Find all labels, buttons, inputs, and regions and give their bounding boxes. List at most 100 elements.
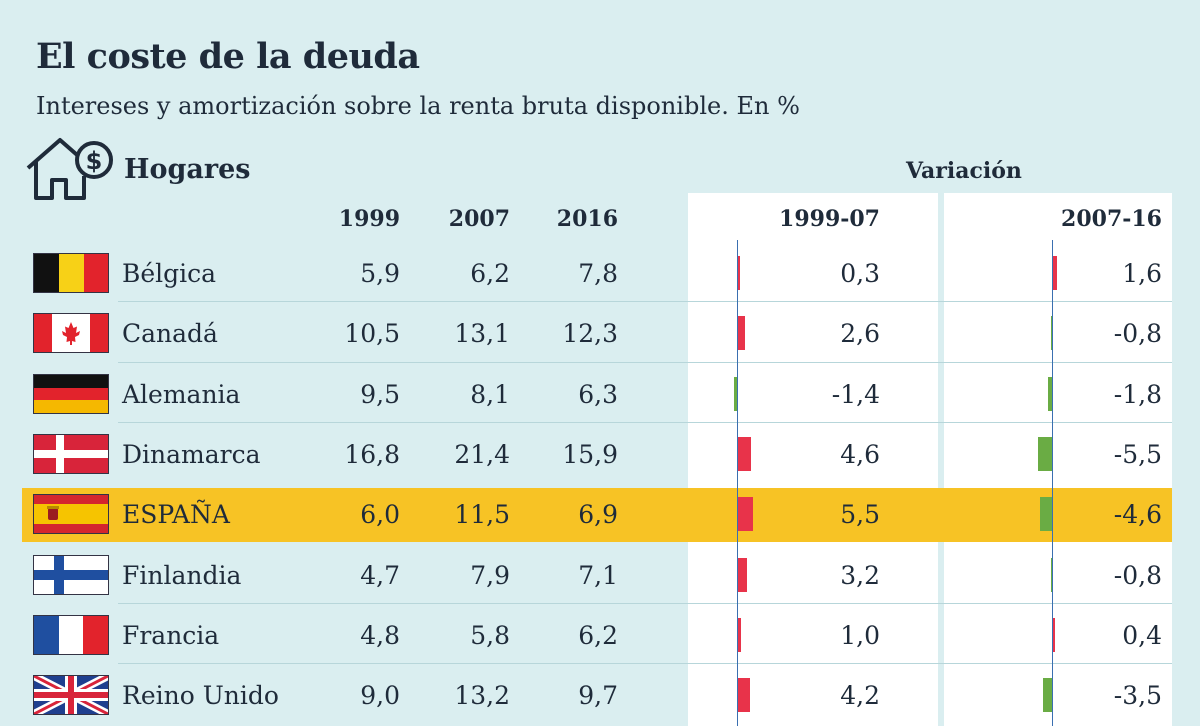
- col-header-2016: 2016: [556, 206, 618, 232]
- variation-label-2007-16: -0,8: [1113, 319, 1162, 349]
- variation-label-2007-16: -5,5: [1113, 439, 1162, 469]
- value-2016: 6,2: [578, 620, 618, 650]
- table-row: Dinamarca 16,8 21,4 15,9 4,6 -5,5: [0, 422, 1200, 482]
- value-2016: 12,3: [562, 319, 618, 349]
- uk-flag: [34, 676, 108, 715]
- value-2016: 15,9: [562, 439, 618, 469]
- variation-label: Variación: [906, 158, 1022, 184]
- svg-text:$: $: [86, 147, 103, 175]
- canada-flag: [34, 314, 108, 353]
- variation-bar-2007-16: [1050, 557, 1053, 592]
- germany-flag: [34, 374, 108, 413]
- table-row: Bélgica 5,9 6,2 7,8 0,3 1,6: [0, 241, 1200, 301]
- chart-subtitle: Intereses y amortización sobre la renta …: [36, 92, 800, 120]
- variation-label-2007-16: -1,8: [1113, 379, 1162, 409]
- axis-line-1999-07: [737, 240, 738, 726]
- value-1999: 4,8: [360, 620, 400, 650]
- variation-bar-2007-16: [1053, 617, 1055, 652]
- variation-bar-1999-07: [734, 376, 738, 411]
- value-1999: 9,5: [360, 379, 400, 409]
- value-2016: 9,7: [578, 681, 618, 711]
- variation-bar-2007-16: [1043, 678, 1053, 713]
- value-1999: 5,9: [360, 259, 400, 288]
- highlight-row-band: [22, 488, 1172, 542]
- value-2007: 6,2: [470, 259, 510, 288]
- country-name: ESPAÑA: [122, 500, 230, 530]
- value-2007: 13,2: [454, 681, 510, 711]
- variation-bar-1999-07: [738, 256, 740, 290]
- variation-bar-2007-16: [1037, 436, 1053, 471]
- variation-panel-2007-16: [944, 193, 1172, 726]
- belgium-flag: [34, 254, 108, 292]
- spain-flag: [34, 495, 108, 534]
- col-header-2007: 2007: [448, 206, 510, 232]
- variation-panel-1999-07: [688, 193, 938, 726]
- value-2016: 6,3: [578, 379, 618, 409]
- table-row: Finlandia 4,7 7,9 7,1 3,2 -0,8: [0, 543, 1200, 603]
- value-2016: 7,8: [578, 259, 618, 288]
- value-1999: 6,0: [360, 500, 400, 530]
- table-row: ESPAÑA 6,0 11,5 6,9 5,5 -4,6: [0, 482, 1200, 542]
- table-row: Reino Unido 9,0 13,2 9,7 4,2 -3,5: [0, 663, 1200, 723]
- value-1999: 16,8: [344, 439, 400, 469]
- variation-bar-2007-16: [1040, 497, 1053, 532]
- value-2007: 21,4: [454, 439, 510, 469]
- france-flag: [34, 615, 108, 654]
- denmark-flag: [34, 434, 108, 473]
- col-header-1999-07: 1999-07: [779, 206, 880, 232]
- col-header-1999: 1999: [338, 206, 400, 232]
- value-2007: 5,8: [470, 620, 510, 650]
- variation-bar-1999-07: [738, 316, 746, 351]
- variation-label-1999-07: 4,2: [840, 681, 880, 711]
- variation-bar-1999-07: [738, 557, 747, 592]
- country-name: Dinamarca: [122, 439, 261, 469]
- row-divider: [118, 663, 1172, 665]
- value-1999: 10,5: [344, 319, 400, 349]
- variation-label-1999-07: 1,0: [840, 620, 880, 650]
- value-2016: 7,1: [578, 560, 618, 590]
- value-1999: 4,7: [360, 560, 400, 590]
- finland-flag: [34, 555, 108, 594]
- variation-label-1999-07: -1,4: [831, 379, 880, 409]
- table-row: Alemania 9,5 8,1 6,3 -1,4 -1,8: [0, 362, 1200, 422]
- country-name: Francia: [122, 620, 220, 650]
- variation-label-1999-07: 5,5: [840, 500, 880, 530]
- country-name: Canadá: [122, 319, 218, 349]
- col-header-2007-16: 2007-16: [1061, 206, 1162, 232]
- country-name: Bélgica: [122, 259, 217, 288]
- variation-label-2007-16: 1,6: [1122, 259, 1162, 288]
- variation-label-2007-16: -4,6: [1113, 500, 1162, 530]
- value-2007: 13,1: [454, 319, 510, 349]
- row-divider: [118, 301, 1172, 303]
- variation-bar-2007-16: [1048, 376, 1053, 411]
- variation-bar-1999-07: [738, 678, 750, 713]
- row-divider: [118, 361, 1172, 363]
- value-2007: 7,9: [470, 560, 510, 590]
- country-name: Alemania: [122, 379, 241, 409]
- value-2007: 8,1: [470, 379, 510, 409]
- variation-bar-2007-16: [1053, 256, 1058, 290]
- country-name: Reino Unido: [122, 681, 279, 711]
- chart-title: El coste de la deuda: [36, 36, 420, 77]
- variation-label-1999-07: 3,2: [840, 560, 880, 590]
- value-1999: 9,0: [360, 681, 400, 711]
- variation-label-1999-07: 2,6: [840, 319, 880, 349]
- variation-label-2007-16: -0,8: [1113, 560, 1162, 590]
- variation-label-2007-16: 0,4: [1122, 620, 1162, 650]
- value-2016: 6,9: [578, 500, 618, 530]
- row-divider: [118, 602, 1172, 604]
- table-row: Francia 4,8 5,8 6,2 1,0 0,4: [0, 603, 1200, 663]
- house-dollar-icon: $: [26, 138, 113, 200]
- country-name: Finlandia: [122, 560, 242, 590]
- row-divider: [118, 421, 1172, 423]
- variation-bar-1999-07: [738, 497, 754, 532]
- section-label: Hogares: [124, 154, 251, 185]
- value-2007: 11,5: [454, 500, 510, 530]
- table-row: Canadá 10,5 13,1 12,3 2,6 -0,8: [0, 301, 1200, 361]
- variation-label-1999-07: 0,3: [840, 259, 880, 288]
- axis-line-2007-16: [1052, 240, 1053, 726]
- variation-bar-2007-16: [1050, 316, 1053, 351]
- variation-bar-1999-07: [738, 436, 751, 471]
- variation-label-1999-07: 4,6: [840, 439, 880, 469]
- variation-label-2007-16: -3,5: [1113, 681, 1162, 711]
